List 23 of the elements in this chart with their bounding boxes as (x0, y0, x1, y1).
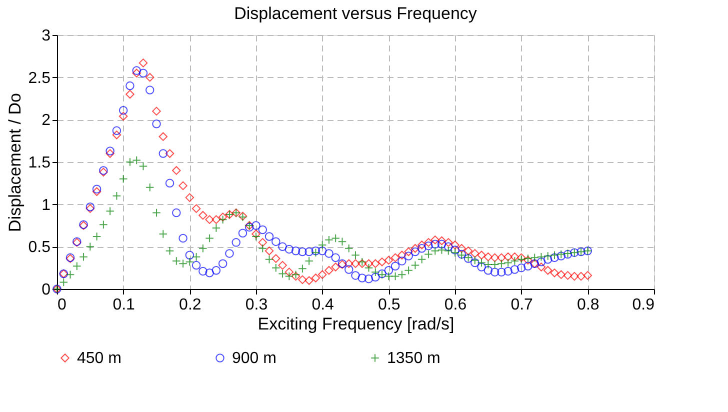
legend-label: 450 m (77, 350, 122, 367)
x-tick-label: 0.8 (577, 296, 600, 314)
chart-title: Displacement versus Frequency (234, 4, 478, 23)
x-tick-label: 0.1 (112, 296, 136, 314)
x-tick-label: 0.7 (510, 296, 534, 314)
x-tick-label: 0.4 (312, 296, 334, 314)
legend-label: 900 m (232, 350, 276, 367)
y-tick-label: 2.5 (28, 70, 51, 87)
y-tick-label: 1.5 (28, 154, 51, 172)
y-tick-label: 0.5 (28, 239, 51, 256)
x-axis-title: Exciting Frequency [rad/s] (258, 314, 454, 334)
x-tick-label: 0.3 (245, 296, 268, 314)
y-tick-label: 0 (42, 282, 51, 298)
x-tick-label: 0.6 (444, 296, 467, 314)
x-tick-label: 0.5 (378, 296, 400, 314)
legend-label: 1350 m (387, 350, 440, 367)
y-tick-label: 2 (42, 112, 51, 130)
x-tick-label: 0 (58, 296, 66, 314)
y-tick-label: 1 (42, 196, 51, 214)
y-tick-label: 3 (42, 28, 51, 44)
x-tick-label: 0.9 (632, 296, 655, 314)
y-axis-title: Displacement / Do (5, 93, 24, 232)
x-tick-label: 0.2 (179, 296, 202, 314)
